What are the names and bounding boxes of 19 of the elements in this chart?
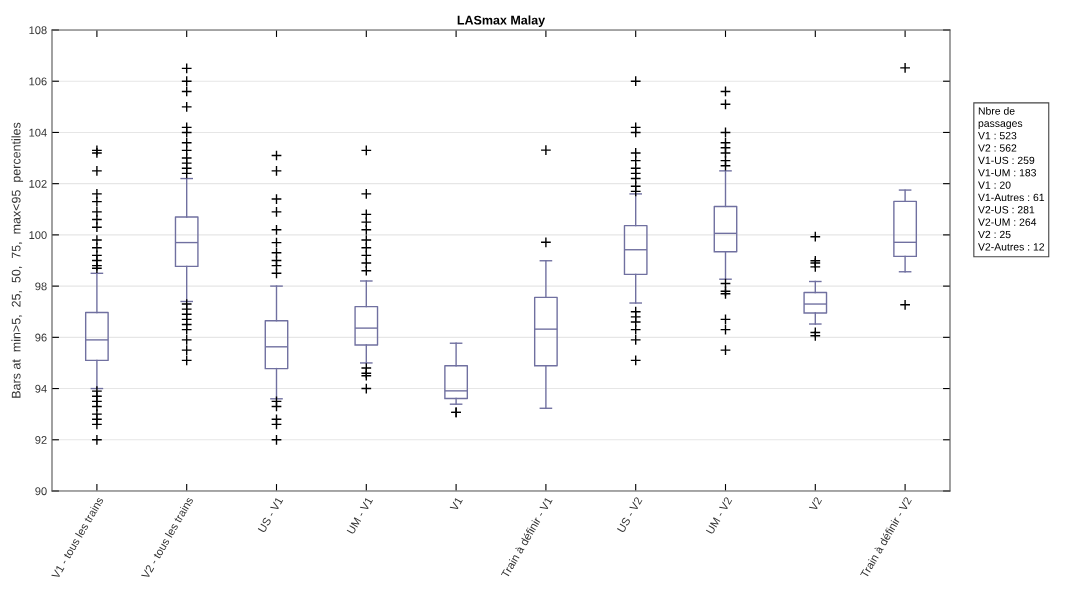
y-tick-label: 98 [35,282,47,291]
chart-title: LASmax Malay [457,15,546,28]
x-tick-label: US - V1 [257,496,284,533]
y-tick-label: 104 [29,128,47,137]
y-tick-label: 90 [35,487,47,496]
y-tick-label: 94 [35,384,47,393]
text: Nbre de passages V1 : 523 V2 : 562 V1-US : 259 V1-UM : 183 V1 : 20 V1-Autres : 61 V2-US : 281 V2-UM : 264 V2 : 25 V2-Autres : 12 [978,107,1045,251]
y-tick-label: 100 [29,231,47,240]
x-tick-label: UM - V1 [346,496,374,535]
y-tick-label: 96 [35,333,47,342]
y-axis-title: Bars at min>5, 25, 50, 75, max<95 percentiles [11,122,24,398]
x-tick-label: US - V2 [616,496,643,533]
y-tick-label: 102 [29,179,47,188]
y-tick-label: 92 [35,436,47,444]
y-tick-label: 108 [29,26,47,35]
x-tick-label: UM - V2 [705,496,733,535]
x-tick-label: V2 [808,496,822,512]
x-tick-label: V1 [449,496,463,512]
y-tick-label: 106 [29,77,47,86]
